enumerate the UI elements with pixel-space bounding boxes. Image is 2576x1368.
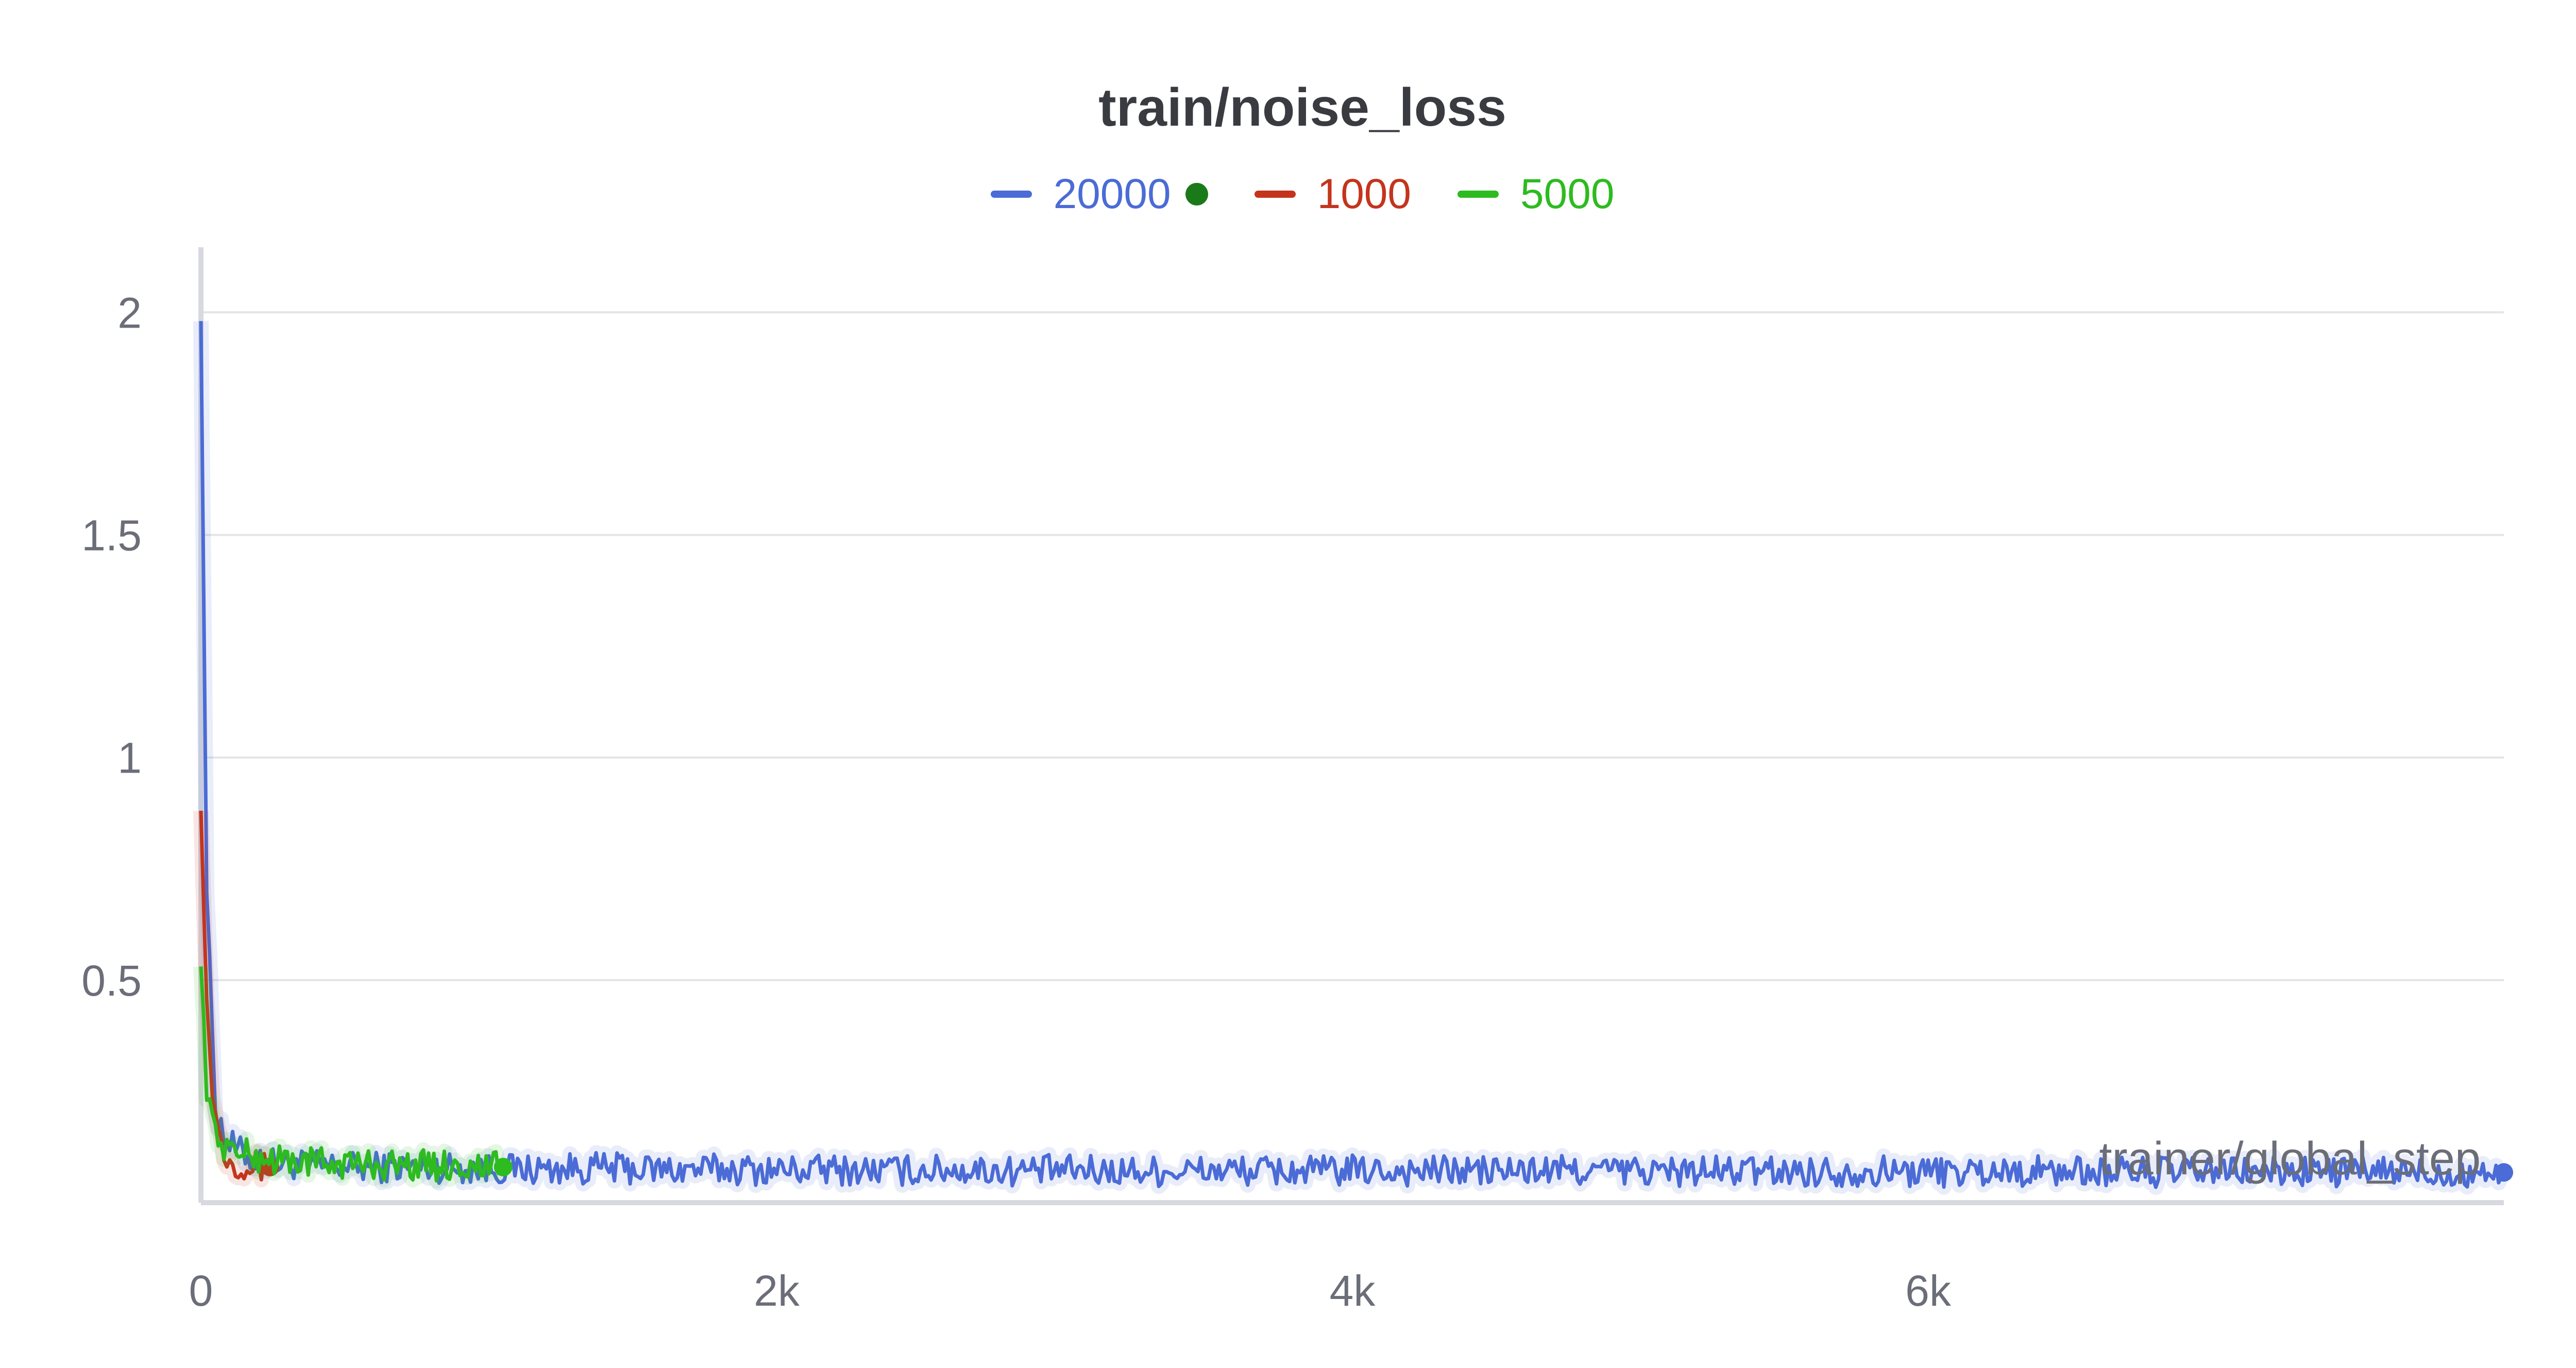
x-tick-label: 4k <box>1330 1267 1376 1315</box>
grid-lines <box>201 311 2504 981</box>
x-tick-label: 6k <box>1905 1267 1952 1315</box>
axes <box>198 247 2504 1205</box>
y-tick-label: 0.5 <box>81 956 142 1005</box>
x-tick-label: 2k <box>754 1267 800 1315</box>
legend-label-20000: 20000 <box>1053 170 1171 217</box>
legend-item-1000[interactable]: 1000 <box>1254 170 1412 218</box>
series-end-dot-5000 <box>494 1157 513 1176</box>
legend-item-20000[interactable]: 20000 <box>990 170 1208 218</box>
x-axis-title: trainer/global_step <box>2099 1133 2481 1185</box>
legend-item-5000[interactable]: 5000 <box>1458 170 1614 218</box>
series-line-5000 <box>199 966 504 1183</box>
legend: 20000 1000 5000 <box>0 170 2576 218</box>
legend-swatch-20000 <box>990 191 1032 198</box>
chart-title: train/noise_loss <box>1098 78 1506 138</box>
legend-marker-dot <box>1185 183 1208 206</box>
series-line-20000 <box>199 321 2505 1189</box>
tick-labels: 0.5 1 1.5 2 0 2k 4k 6k trainer/global_step <box>81 288 2481 1315</box>
y-tick-label: 1.5 <box>81 511 142 560</box>
y-tick-label: 1 <box>117 734 142 782</box>
series-band-20000 <box>193 321 2511 1195</box>
legend-label-1000: 1000 <box>1317 170 1412 217</box>
series-end-dot-20000 <box>2495 1163 2513 1182</box>
legend-label-5000: 5000 <box>1520 170 1615 217</box>
legend-swatch-1000 <box>1254 191 1296 198</box>
x-tick-label: 0 <box>189 1267 213 1315</box>
y-tick-label: 2 <box>117 288 142 337</box>
series-lines <box>193 321 2513 1195</box>
legend-swatch-5000 <box>1458 191 1499 198</box>
